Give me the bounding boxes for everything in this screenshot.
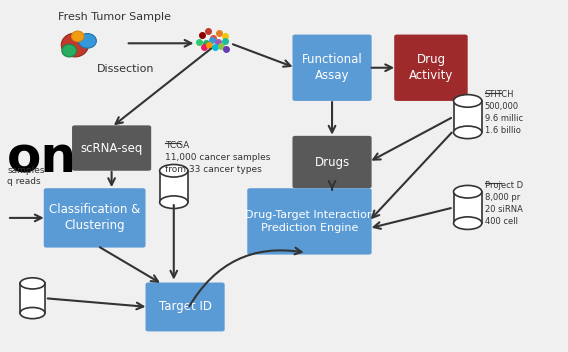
Text: Classification &
Clustering: Classification & Clustering bbox=[49, 203, 140, 232]
Text: samples
q reads: samples q reads bbox=[7, 165, 44, 187]
Ellipse shape bbox=[78, 33, 97, 48]
FancyBboxPatch shape bbox=[44, 188, 145, 247]
Text: Functional
Assay: Functional Assay bbox=[302, 53, 362, 82]
Text: Dissection: Dissection bbox=[97, 64, 154, 74]
Text: on: on bbox=[7, 134, 77, 183]
Text: STITCH
500,000
9.6 millic
1.6 billio: STITCH 500,000 9.6 millic 1.6 billio bbox=[485, 90, 523, 135]
Text: Project D
8,000 pr
20 siRNA
400 cell: Project D 8,000 pr 20 siRNA 400 cell bbox=[485, 181, 523, 226]
Ellipse shape bbox=[72, 31, 84, 42]
FancyBboxPatch shape bbox=[247, 188, 371, 254]
Ellipse shape bbox=[160, 196, 188, 208]
Bar bbox=[160, 171, 188, 202]
Ellipse shape bbox=[20, 278, 45, 289]
Text: Fresh Tumor Sample: Fresh Tumor Sample bbox=[58, 12, 171, 22]
FancyBboxPatch shape bbox=[145, 283, 225, 331]
FancyBboxPatch shape bbox=[293, 34, 371, 101]
Text: Drug
Activity: Drug Activity bbox=[409, 53, 453, 82]
Bar bbox=[20, 283, 45, 313]
Ellipse shape bbox=[20, 308, 45, 319]
Text: Drugs: Drugs bbox=[315, 156, 350, 169]
Text: scRNA-seq: scRNA-seq bbox=[81, 142, 143, 155]
Ellipse shape bbox=[454, 126, 482, 139]
Bar bbox=[454, 101, 482, 132]
Ellipse shape bbox=[454, 217, 482, 230]
Ellipse shape bbox=[454, 95, 482, 107]
Text: Target ID: Target ID bbox=[158, 301, 212, 314]
Ellipse shape bbox=[61, 33, 89, 57]
Bar bbox=[454, 192, 482, 223]
FancyBboxPatch shape bbox=[394, 34, 467, 101]
Text: TCGA
11,000 cancer samples
from 33 cancer types: TCGA 11,000 cancer samples from 33 cance… bbox=[165, 141, 271, 174]
Ellipse shape bbox=[62, 44, 77, 57]
FancyBboxPatch shape bbox=[72, 125, 151, 171]
Ellipse shape bbox=[160, 164, 188, 177]
Ellipse shape bbox=[454, 186, 482, 198]
Text: Drug-Target Interaction
Prediction Engine: Drug-Target Interaction Prediction Engin… bbox=[245, 210, 374, 233]
FancyBboxPatch shape bbox=[293, 136, 371, 188]
